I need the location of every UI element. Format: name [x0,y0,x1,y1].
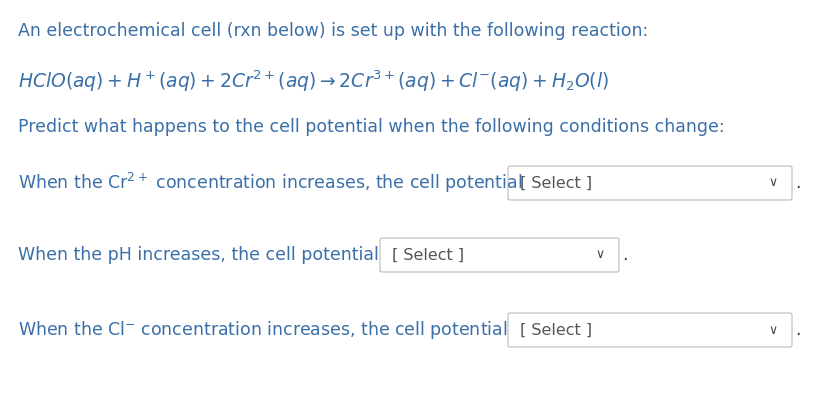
Text: ∨: ∨ [769,177,778,190]
Text: When the pH increases, the cell potential: When the pH increases, the cell potentia… [18,246,379,264]
Text: When the $\mathregular{Cr}^{2+}$ concentration increases, the cell potential: When the $\mathregular{Cr}^{2+}$ concent… [18,171,522,195]
Text: [ Select ]: [ Select ] [392,247,465,262]
Text: [ Select ]: [ Select ] [520,322,592,337]
Text: .: . [622,246,627,264]
FancyBboxPatch shape [508,166,792,200]
Text: ∨: ∨ [596,249,605,262]
FancyBboxPatch shape [380,238,619,272]
Text: [ Select ]: [ Select ] [520,175,592,190]
Text: .: . [795,321,801,339]
Text: ∨: ∨ [769,324,778,337]
Text: $\it{HClO}(aq) + \it{H}^+(aq) + 2\it{Cr}^{2+}(aq)\rightarrow 2\it{Cr}^{3+}(aq) +: $\it{HClO}(aq) + \it{H}^+(aq) + 2\it{Cr}… [18,68,609,94]
Text: .: . [795,174,801,192]
FancyBboxPatch shape [508,313,792,347]
Text: Predict what happens to the cell potential when the following conditions change:: Predict what happens to the cell potenti… [18,118,725,136]
Text: An electrochemical cell (rxn below) is set up with the following reaction:: An electrochemical cell (rxn below) is s… [18,22,648,40]
Text: When the $\mathregular{Cl}^{-}$ concentration increases, the cell potential: When the $\mathregular{Cl}^{-}$ concentr… [18,319,507,341]
